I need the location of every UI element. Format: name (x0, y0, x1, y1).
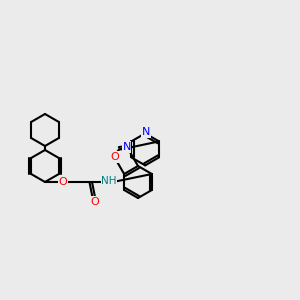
Text: O: O (91, 197, 99, 207)
Text: NH: NH (101, 176, 117, 186)
Text: N: N (142, 128, 150, 137)
Text: N: N (122, 142, 131, 152)
Text: O: O (110, 152, 119, 162)
Text: O: O (58, 177, 68, 187)
